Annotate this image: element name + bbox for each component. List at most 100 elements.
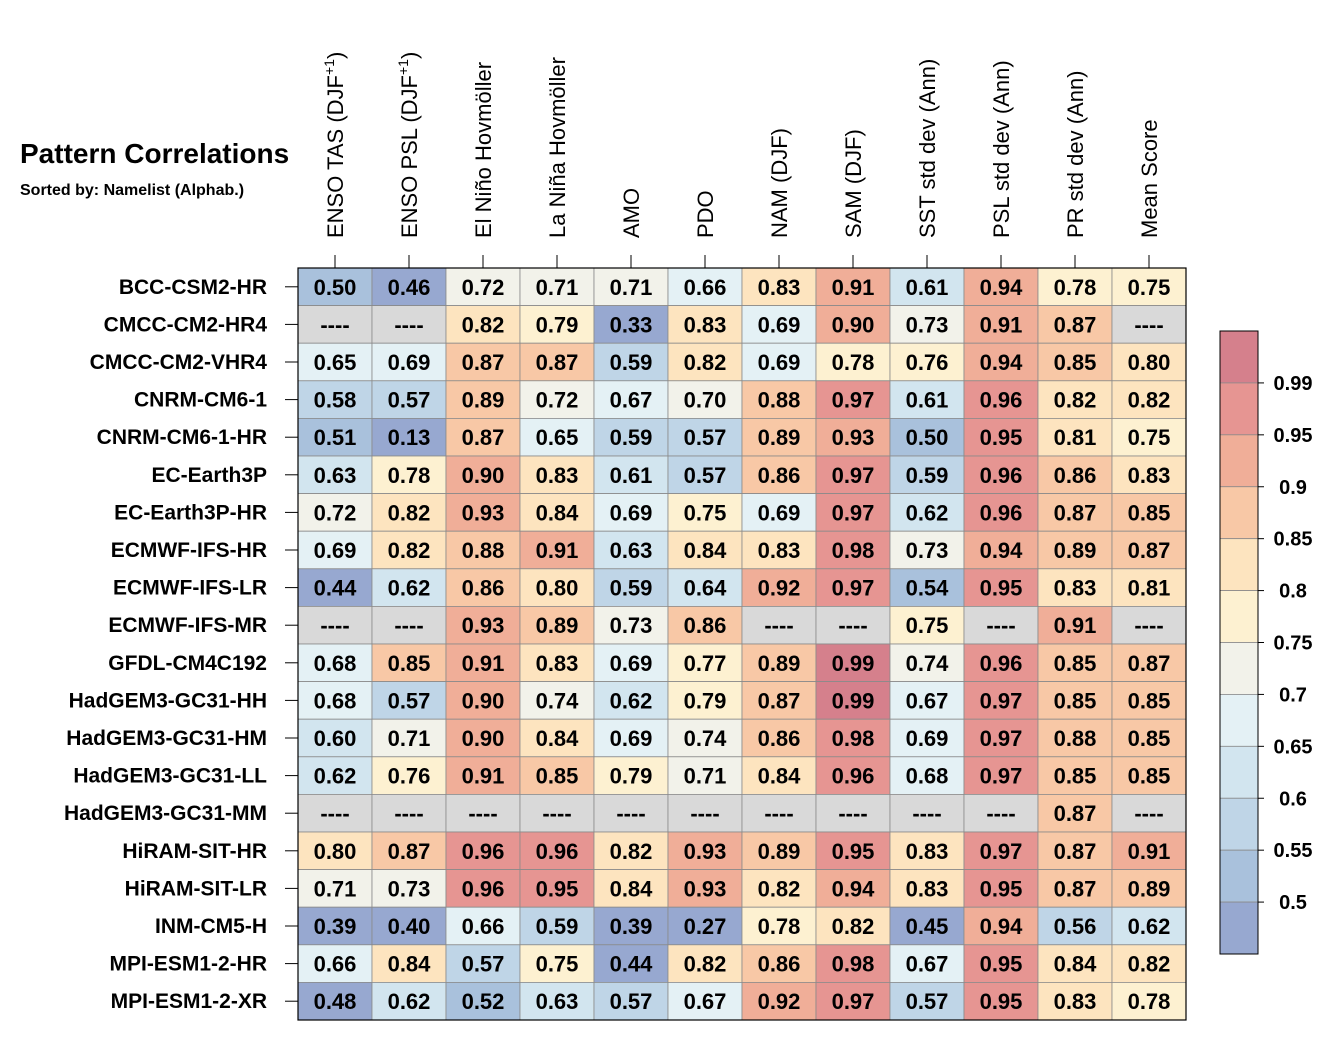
heatmap-cell: [593, 718, 669, 758]
cell-value: 0.95: [980, 876, 1023, 901]
column-label: ENSO TAS (DJF+1): [321, 52, 348, 238]
cell-value: 0.74: [906, 651, 950, 676]
cell-value: 0.97: [980, 764, 1023, 789]
cell-value: 0.82: [684, 350, 727, 375]
cell-value: 0.90: [462, 726, 505, 751]
colorbar-label: 0.99: [1274, 373, 1313, 395]
row-label: ECMWF-IFS-MR: [108, 614, 267, 637]
cell-value: 0.69: [610, 726, 653, 751]
heatmap-cell: [741, 455, 817, 494]
cell-value: 0.13: [388, 425, 431, 450]
cell-value: 0.79: [610, 764, 653, 789]
cell-value: ----: [394, 312, 423, 337]
heatmap-cell: [1111, 305, 1187, 344]
heatmap-cell: [889, 756, 965, 795]
heatmap-cell: [1037, 417, 1113, 457]
cell-value: 0.83: [906, 839, 949, 864]
cell-value: ----: [394, 613, 423, 638]
cell-value: 0.75: [536, 952, 579, 977]
cell-value: 0.86: [758, 952, 801, 977]
heatmap-cell: [445, 643, 521, 682]
cell-value: 0.94: [980, 275, 1024, 300]
heatmap-cell: [371, 681, 447, 720]
cell-value: 0.62: [1128, 914, 1171, 939]
cell-value: 0.97: [832, 500, 875, 525]
heatmap-cell: [519, 794, 595, 833]
heatmap-cell: [667, 417, 743, 457]
cell-value: 0.48: [314, 989, 357, 1014]
heatmap-cell: [371, 982, 447, 1021]
cell-value: 0.93: [684, 839, 727, 864]
cell-value: 0.80: [536, 576, 579, 601]
cell-value: ----: [320, 613, 349, 638]
heatmap-cell: [297, 568, 373, 607]
cell-value: ----: [838, 801, 867, 826]
heatmap-cell: [741, 305, 817, 344]
cell-value: 0.67: [906, 688, 949, 713]
cell-value: 0.85: [536, 764, 579, 789]
heatmap-cell: [741, 267, 817, 306]
heatmap-cell: [445, 417, 521, 457]
cell-value: 0.85: [1128, 726, 1171, 751]
cell-value: 0.94: [980, 538, 1024, 563]
cell-value: 0.90: [832, 312, 875, 337]
heatmap-cell: [1037, 906, 1113, 946]
cell-value: 0.57: [906, 989, 949, 1014]
heatmap-cell: [297, 493, 373, 532]
heatmap-cell: [445, 831, 521, 870]
heatmap-cell: [297, 718, 373, 758]
cell-value: 0.75: [1128, 275, 1171, 300]
cell-value: 0.83: [684, 312, 727, 337]
heatmap-cell: [593, 606, 669, 645]
cell-value: 0.88: [462, 538, 505, 563]
cell-value: 0.86: [758, 726, 801, 751]
cell-value: 0.57: [610, 989, 653, 1014]
colorbar-segment: [1219, 849, 1259, 903]
colorbar: 0.99 0.95 0.9 0.85 0.8 0.75 0.7 0.65 0.6 0.55 0.5: [1219, 330, 1313, 955]
heatmap-cell: [815, 417, 891, 457]
cell-value: 0.69: [758, 500, 801, 525]
heatmap-cell: [741, 756, 817, 795]
cell-value: 0.62: [610, 688, 653, 713]
cell-value: 0.93: [684, 876, 727, 901]
heatmap-cell: [963, 718, 1039, 758]
heatmap-cell: [297, 944, 373, 983]
column-label: PSL std dev (Ann): [989, 60, 1014, 238]
cell-value: 0.73: [610, 613, 653, 638]
heatmap-cell: [667, 794, 743, 833]
cell-value: 0.68: [314, 651, 357, 676]
heatmap-cell: [1037, 342, 1113, 382]
cell-value: 0.82: [1054, 388, 1097, 413]
cell-value: 0.91: [462, 764, 505, 789]
heatmap-cell: [1111, 869, 1187, 908]
cell-value: 0.50: [314, 275, 357, 300]
row-label: CNRM-CM6-1-HR: [97, 426, 267, 449]
cell-value: 0.80: [1128, 350, 1171, 375]
colorbar-label: 0.7: [1279, 684, 1307, 706]
colorbar-segment: [1219, 382, 1259, 436]
heatmap-cell: [1111, 718, 1187, 758]
heatmap-cell: [963, 530, 1039, 570]
colorbar-label: 0.55: [1274, 840, 1313, 862]
heatmap-cell: [445, 944, 521, 983]
cell-value: 0.98: [832, 726, 875, 751]
heatmap-cell: [667, 643, 743, 682]
heatmap-cell: [445, 756, 521, 795]
cell-value: 0.97: [832, 576, 875, 601]
cell-value: 0.98: [832, 538, 875, 563]
cell-value: 0.89: [758, 651, 801, 676]
cell-value: 0.75: [906, 613, 949, 638]
heatmap-cell: [1037, 718, 1113, 758]
cell-value: 0.82: [832, 914, 875, 939]
heatmap-cell: [963, 606, 1039, 645]
cell-value: 0.97: [832, 463, 875, 488]
heatmap-cell: [667, 305, 743, 344]
cell-value: 0.67: [610, 388, 653, 413]
heatmap-cell: [519, 681, 595, 720]
cell-value: 0.96: [462, 876, 505, 901]
cell-value: 0.85: [1128, 500, 1171, 525]
heatmap-cell: [889, 455, 965, 494]
heatmap-cell: [1111, 606, 1187, 645]
cell-value: ----: [468, 801, 497, 826]
cell-value: 0.85: [1054, 350, 1097, 375]
